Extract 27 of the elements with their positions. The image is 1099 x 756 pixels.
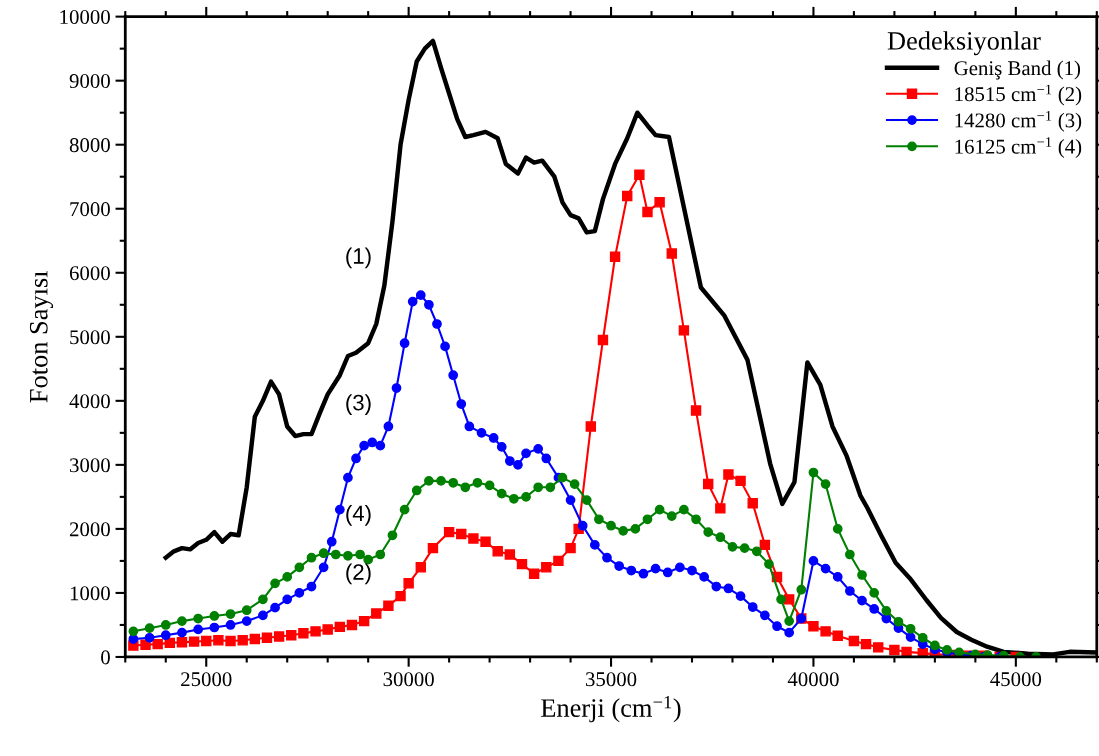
y-tick-label: 6000 xyxy=(69,266,110,281)
y-tick-label: 9000 xyxy=(69,74,110,89)
annotation: (3) xyxy=(346,394,371,415)
y-tick-label: 3000 xyxy=(70,458,110,473)
legend-label: Geniş Band (1) xyxy=(954,60,1081,80)
x-tick-label: 45000 xyxy=(990,672,1042,687)
x-tick-label: 30000 xyxy=(383,672,434,687)
x-tick-label: 40000 xyxy=(787,672,839,687)
y-tick-label: 7000 xyxy=(70,202,110,217)
legend-title: Dedeksiyonlar xyxy=(887,31,1041,56)
annotation: (4) xyxy=(346,504,371,526)
y-tick-label: 8000 xyxy=(69,138,110,153)
y-tick-label: 5000 xyxy=(70,330,110,345)
annotation: (1) xyxy=(346,247,371,269)
x-tick-label: 25000 xyxy=(181,672,232,687)
y-tick-label: 1000 xyxy=(70,586,110,601)
y-tick-label: 0 xyxy=(101,650,110,665)
legend-label: 18515 cm$^{−1}$ (2) xyxy=(955,84,1082,106)
x-axis-title: Enerji (cm$^{−1}$) xyxy=(541,696,681,723)
legend-label: 14280 cm$^{−1}$ (3) xyxy=(955,110,1082,132)
legend-label: 16125 cm$^{−1}$ (4) xyxy=(955,137,1082,158)
y-tick-label: 2000 xyxy=(69,522,110,537)
x-tick-label: 35000 xyxy=(586,672,637,687)
y-tick-label: 10000 xyxy=(60,10,110,25)
y-axis-title: Foton Sayısı xyxy=(29,270,54,403)
annotation: (2) xyxy=(346,563,371,585)
y-tick-label: 4000 xyxy=(69,394,110,409)
